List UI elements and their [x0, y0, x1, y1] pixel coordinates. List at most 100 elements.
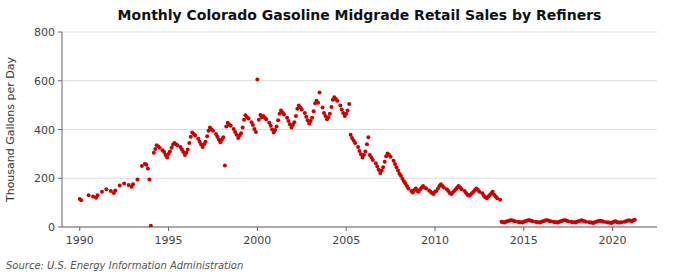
point [187, 141, 191, 145]
point [282, 112, 286, 116]
x-tick [79, 227, 80, 231]
chart: 0200400600800199019952000200520102015202… [0, 0, 675, 275]
point [118, 184, 122, 188]
point [292, 120, 296, 124]
point [189, 135, 193, 139]
grid-line [62, 129, 657, 130]
point [168, 149, 172, 153]
point [294, 114, 298, 118]
point [113, 188, 117, 192]
point [396, 168, 400, 172]
y-tick [58, 32, 62, 33]
point [204, 140, 208, 144]
grid-line [62, 32, 657, 33]
point [223, 164, 227, 168]
x-tick-label: 2020 [599, 234, 627, 247]
point [264, 117, 268, 121]
x-tick-label: 2000 [243, 234, 271, 247]
y-axis-label: Thousand Gallons per Day [4, 56, 17, 203]
point [246, 117, 250, 121]
point [310, 116, 314, 120]
point [147, 177, 151, 181]
point [374, 161, 378, 165]
point [135, 177, 139, 181]
point [275, 125, 279, 129]
point [304, 115, 308, 119]
point [221, 135, 225, 139]
point [131, 182, 135, 186]
x-tick [523, 227, 524, 231]
point [498, 198, 502, 202]
x-tick [612, 227, 613, 231]
point [371, 158, 375, 162]
background [0, 0, 675, 275]
x-tick [257, 227, 258, 231]
y-tick [58, 227, 62, 228]
point [87, 193, 91, 197]
point [255, 78, 259, 82]
y-tick [58, 178, 62, 179]
x-axis: 1990199520002005201020152020 [66, 227, 627, 247]
y-axis: 0200400600800 [34, 26, 62, 234]
point [383, 160, 387, 164]
point [346, 108, 350, 112]
point [104, 187, 108, 191]
point [96, 193, 100, 197]
point [205, 134, 209, 138]
y-tick-label: 600 [34, 75, 55, 88]
point [241, 126, 245, 130]
point [389, 155, 393, 159]
grid-line [62, 80, 657, 81]
y-tick [58, 129, 62, 130]
point [392, 159, 396, 163]
point [193, 134, 197, 138]
point [318, 90, 322, 94]
point [353, 141, 357, 145]
point [229, 124, 233, 128]
point [356, 145, 360, 149]
source: Source: U.S. Energy Information Administ… [6, 260, 243, 271]
point [165, 156, 169, 160]
title: Monthly Colorado Gasoline Midgrade Retai… [118, 7, 602, 23]
x-tick [346, 227, 347, 231]
point [186, 147, 190, 151]
point [276, 118, 280, 122]
point [146, 167, 150, 171]
point [254, 130, 258, 134]
point [251, 123, 255, 127]
x-tick-label: 2015 [510, 234, 538, 247]
point [365, 142, 369, 146]
point [122, 182, 126, 186]
point [273, 128, 277, 132]
point [211, 129, 215, 133]
x-tick-label: 1990 [66, 234, 94, 247]
point [303, 111, 307, 115]
point [381, 165, 385, 169]
point [269, 124, 273, 128]
point [149, 224, 153, 227]
point [321, 106, 325, 110]
x-tick-label: 2005 [332, 234, 360, 247]
point [328, 112, 332, 116]
point [152, 151, 156, 155]
x-tick [434, 227, 435, 231]
x-tick [168, 227, 169, 231]
point [358, 149, 362, 153]
points [78, 78, 637, 227]
point [363, 149, 367, 153]
point [300, 108, 304, 112]
x-tick-label: 2010 [421, 234, 449, 247]
point [335, 99, 339, 103]
point [312, 109, 316, 113]
grid-line [62, 178, 657, 179]
point [338, 104, 342, 108]
point [633, 218, 637, 222]
y-tick-label: 800 [34, 26, 55, 39]
grid [62, 32, 657, 227]
point [100, 190, 104, 194]
y-tick-label: 400 [34, 124, 55, 137]
point [239, 131, 243, 135]
point [326, 115, 330, 119]
y-tick [58, 80, 62, 81]
point [329, 105, 333, 109]
